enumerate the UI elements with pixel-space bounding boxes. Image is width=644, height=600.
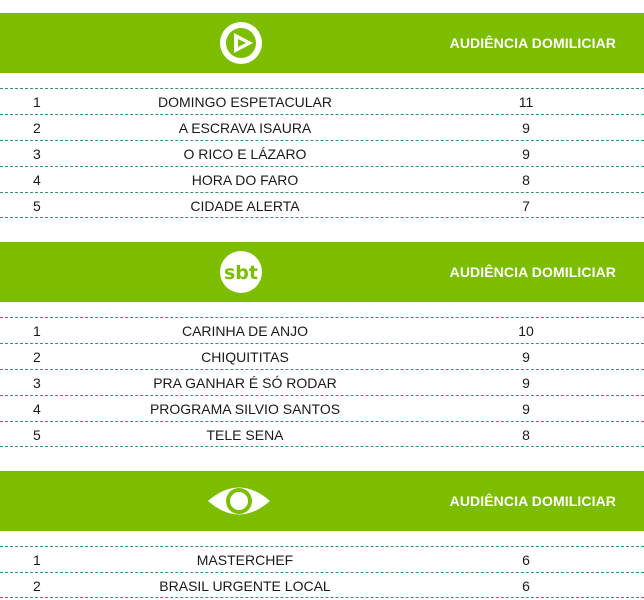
audience-cell: 9	[522, 375, 530, 391]
ranking-table: 1 DOMINGO ESPETACULAR 11 2 A ESCRAVA ISA…	[0, 88, 644, 218]
program-cell: HORA DO FARO	[191, 172, 299, 188]
band-eye-logo-icon	[206, 478, 272, 524]
section-header: sbt AUDIÊNCIA DOMILICIAR	[0, 242, 644, 302]
table-row: 1 MASTERCHEF 6	[0, 546, 644, 572]
program-cell: MASTERCHEF	[196, 552, 294, 568]
ranking-table: 1 CARINHA DE ANJO 10 2 CHIQUITITAS 9 3 P…	[0, 317, 644, 447]
program-cell: CIDADE ALERTA	[190, 198, 300, 214]
table-row: 1 CARINHA DE ANJO 10	[0, 317, 644, 343]
sbt-logo-icon: sbt	[218, 249, 264, 295]
table-row: 3 PRA GANHAR É SÓ RODAR 9	[0, 369, 644, 395]
table-row: 4 HORA DO FARO 8	[0, 166, 644, 192]
audience-cell: 8	[522, 427, 530, 443]
audience-cell: 8	[522, 172, 530, 188]
rank-cell: 4	[33, 401, 41, 417]
audience-cell: 11	[518, 94, 534, 110]
rank-cell: 2	[33, 349, 41, 365]
rank-cell: 3	[33, 375, 41, 391]
audience-cell: 6	[522, 578, 530, 594]
rank-cell: 4	[33, 172, 41, 188]
table-row: 5 CIDADE ALERTA 7	[0, 192, 644, 218]
program-cell: CHIQUITITAS	[201, 349, 289, 365]
program-cell: O RICO E LÁZARO	[183, 146, 307, 162]
ranking-table: 1 MASTERCHEF 6 2 BRASIL URGENTE LOCAL 6	[0, 546, 644, 598]
program-cell: PRA GANHAR É SÓ RODAR	[153, 375, 337, 391]
program-cell: CARINHA DE ANJO	[181, 323, 309, 339]
audience-cell: 9	[522, 349, 530, 365]
ranking-section-sbt: sbt AUDIÊNCIA DOMILICIAR 1 CARINHA DE AN…	[0, 242, 644, 447]
audience-header-label: AUDIÊNCIA DOMILICIAR	[449, 493, 616, 509]
section-header: AUDIÊNCIA DOMILICIAR	[0, 13, 644, 73]
program-cell: TELE SENA	[206, 427, 284, 443]
audience-header-label: AUDIÊNCIA DOMILICIAR	[449, 35, 616, 51]
rank-cell: 5	[33, 198, 41, 214]
section-header: AUDIÊNCIA DOMILICIAR	[0, 471, 644, 531]
rank-cell: 1	[33, 323, 41, 339]
rank-cell: 2	[33, 120, 41, 136]
table-row: 3 O RICO E LÁZARO 9	[0, 140, 644, 166]
table-row: 5 TELE SENA 8	[0, 421, 644, 447]
svg-text:sbt: sbt	[224, 262, 258, 284]
table-row: 1 DOMINGO ESPETACULAR 11	[0, 88, 644, 114]
rank-cell: 1	[33, 94, 41, 110]
audience-cell: 7	[522, 198, 530, 214]
program-cell: DOMINGO ESPETACULAR	[158, 94, 332, 110]
rank-cell: 5	[33, 427, 41, 443]
program-cell: A ESCRAVA ISAURA	[178, 120, 312, 136]
rank-cell: 2	[33, 578, 41, 594]
audience-cell: 6	[522, 552, 530, 568]
ranking-section-record: AUDIÊNCIA DOMILICIAR 1 DOMINGO ESPETACUL…	[0, 13, 644, 218]
table-row: 4 PROGRAMA SILVIO SANTOS 9	[0, 395, 644, 421]
audience-cell: 9	[522, 120, 530, 136]
rank-cell: 1	[33, 552, 41, 568]
audience-header-label: AUDIÊNCIA DOMILICIAR	[449, 264, 616, 280]
rank-cell: 3	[33, 146, 41, 162]
record-logo-icon	[218, 20, 264, 66]
audience-cell: 9	[522, 146, 530, 162]
program-cell: PROGRAMA SILVIO SANTOS	[149, 401, 341, 417]
audience-cell: 10	[518, 323, 534, 339]
table-row: 2 A ESCRAVA ISAURA 9	[0, 114, 644, 140]
program-cell: BRASIL URGENTE LOCAL	[159, 578, 331, 594]
ranking-section-band: AUDIÊNCIA DOMILICIAR 1 MASTERCHEF 6 2 BR…	[0, 471, 644, 598]
table-row: 2 CHIQUITITAS 9	[0, 343, 644, 369]
audience-cell: 9	[522, 401, 530, 417]
table-row: 2 BRASIL URGENTE LOCAL 6	[0, 572, 644, 598]
